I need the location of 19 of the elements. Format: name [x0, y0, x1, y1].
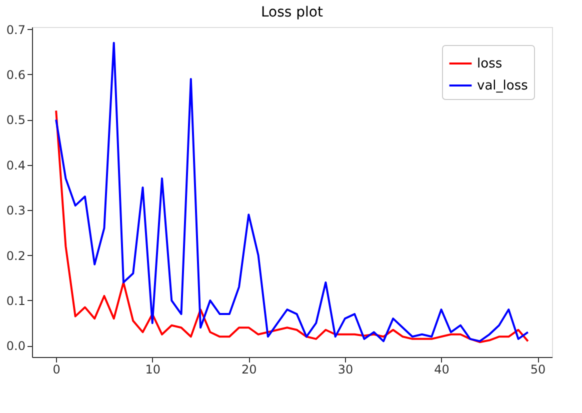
y-tick-label: 0.6 — [6, 68, 26, 82]
y-tick-label: 0.1 — [6, 294, 26, 308]
x-tick-label: 30 — [338, 362, 354, 376]
legend-label: val_loss — [477, 78, 528, 94]
line-series — [55, 42, 529, 342]
x-tick-label: 50 — [530, 362, 546, 376]
y-tick-label: 0.0 — [6, 339, 26, 354]
x-tick-label: 20 — [242, 362, 257, 376]
line-series — [55, 110, 529, 344]
y-tick-label: 0.3 — [6, 204, 26, 218]
y-tick-label: 0.2 — [6, 248, 26, 263]
y-tick-label: 0.4 — [6, 158, 26, 172]
x-tick-label: 10 — [145, 362, 161, 376]
x-tick-label: 0 — [52, 362, 60, 376]
x-tick-label: 40 — [434, 362, 450, 376]
y-tick-label: 0.5 — [6, 113, 26, 128]
y-tick-label: 0.7 — [6, 22, 26, 37]
legend-label: loss — [477, 56, 502, 72]
chart-title: Loss plot — [261, 4, 324, 20]
